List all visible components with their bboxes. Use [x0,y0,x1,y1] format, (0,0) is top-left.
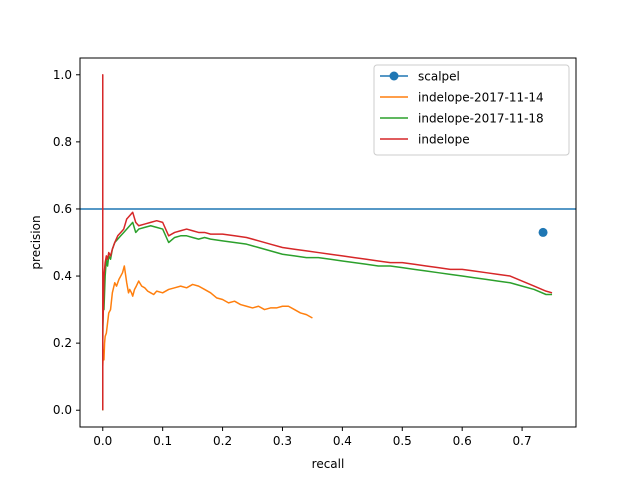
x-tick-label: 0.1 [153,434,172,448]
x-tick-label: 0.4 [333,434,352,448]
legend-item-scalpel: scalpel [380,70,460,84]
x-axis-ticks: 0.0 0.1 0.2 0.3 0.4 0.5 0.6 0.7 [93,427,532,448]
y-axis-ticks: 0.0 0.2 0.4 0.6 0.8 1.0 [53,68,80,417]
x-axis-label: recall [312,457,345,471]
series-line-indelope-2017-11-18 [102,221,553,411]
legend-label: indelope-2017-11-14 [418,91,544,105]
legend-label: indelope [418,133,470,147]
legend-marker [389,71,399,81]
x-tick-label: 0.0 [93,434,112,448]
y-tick-label: 0.0 [53,403,72,417]
y-tick-label: 1.0 [53,68,72,82]
y-tick-label: 0.6 [53,202,72,216]
y-tick-label: 0.4 [53,269,72,283]
x-tick-label: 0.2 [213,434,232,448]
x-tick-label: 0.5 [393,434,412,448]
legend-item-indelope: indelope [380,133,470,147]
legend: scalpel indelope-2017-11-14 indelope-2017-… [373,64,570,156]
x-tick-label: 0.3 [273,434,292,448]
series-layer [80,74,576,411]
legend-item-indelope-2017-11-14: indelope-2017-11-14 [380,91,544,105]
legend-box [373,64,570,156]
x-tick-label: 0.7 [513,434,532,448]
series-line-indelope-2017-11-14 [102,265,313,411]
legend-label: scalpel [418,70,460,84]
x-tick-label: 0.6 [453,434,472,448]
legend-item-indelope-2017-11-18: indelope-2017-11-18 [380,112,544,126]
series-line-indelope [102,74,553,411]
y-tick-label: 0.2 [53,336,72,350]
series-point-scalpel [538,227,548,237]
y-tick-label: 0.8 [53,135,72,149]
legend-label: indelope-2017-11-18 [418,112,544,126]
y-axis-label: precision [29,215,43,269]
axes-frame [79,57,577,428]
